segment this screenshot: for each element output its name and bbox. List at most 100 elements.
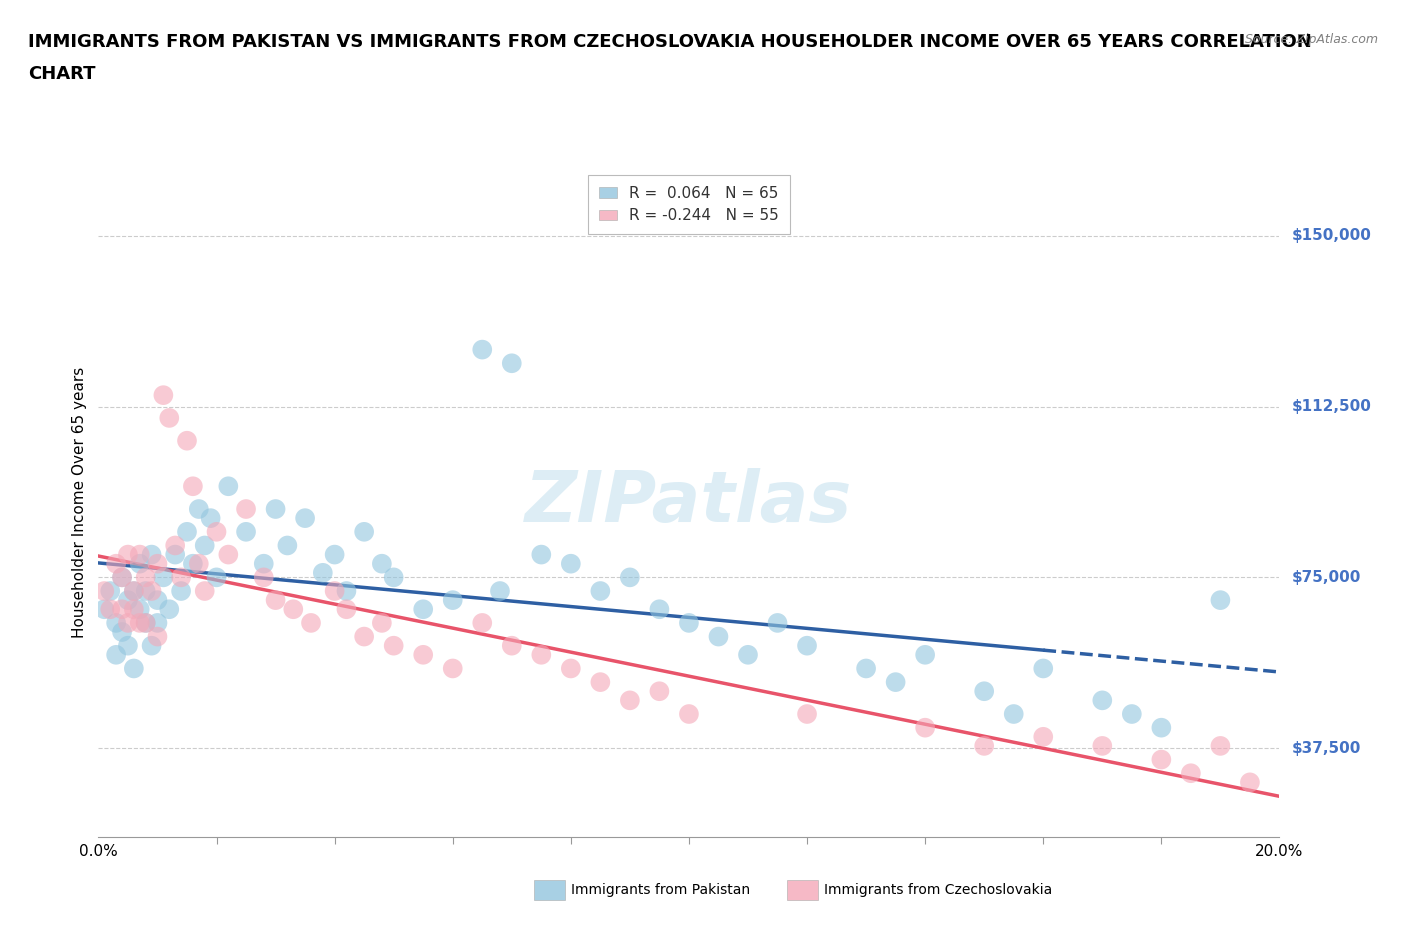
Point	[157, 410, 180, 425]
Point	[146, 629, 169, 644]
Y-axis label: Householder Income Over 65 years: Householder Income Over 65 years	[72, 366, 87, 638]
Point	[205, 525, 228, 539]
Point	[489, 584, 512, 599]
Point	[560, 556, 582, 571]
Text: $112,500: $112,500	[1291, 399, 1371, 414]
Text: ZIPatlas: ZIPatlas	[526, 468, 852, 537]
Point	[128, 616, 150, 631]
Point	[111, 602, 134, 617]
Point	[619, 570, 641, 585]
Point	[353, 525, 375, 539]
Point	[560, 661, 582, 676]
Point	[141, 584, 163, 599]
Point	[766, 616, 789, 631]
Point	[194, 584, 217, 599]
Point	[589, 674, 612, 689]
Point	[157, 602, 180, 617]
Point	[276, 538, 298, 553]
Point	[353, 629, 375, 644]
Point	[111, 570, 134, 585]
Point	[93, 584, 115, 599]
Text: CHART: CHART	[28, 65, 96, 83]
Point	[796, 638, 818, 653]
Point	[217, 479, 239, 494]
Point	[105, 647, 128, 662]
Point	[141, 638, 163, 653]
Point	[412, 647, 434, 662]
Point	[122, 602, 145, 617]
Legend: R =  0.064   N = 65, R = -0.244   N = 55: R = 0.064 N = 65, R = -0.244 N = 55	[588, 175, 790, 234]
Point	[973, 738, 995, 753]
Point	[128, 602, 150, 617]
Point	[914, 647, 936, 662]
Point	[117, 638, 139, 653]
Point	[111, 570, 134, 585]
Point	[141, 547, 163, 562]
Point	[235, 501, 257, 516]
Point	[294, 511, 316, 525]
Point	[335, 602, 357, 617]
Point	[619, 693, 641, 708]
Point	[98, 602, 121, 617]
Point	[135, 584, 157, 599]
Point	[176, 433, 198, 448]
Point	[146, 556, 169, 571]
Point	[973, 684, 995, 698]
Text: $150,000: $150,000	[1291, 228, 1371, 244]
Point	[382, 570, 405, 585]
Point	[884, 674, 907, 689]
Point	[217, 547, 239, 562]
Point	[170, 584, 193, 599]
Point	[181, 556, 204, 571]
Point	[312, 565, 335, 580]
Point	[165, 538, 187, 553]
Point	[914, 720, 936, 735]
Point	[264, 592, 287, 607]
Point	[200, 511, 222, 525]
Point	[1150, 720, 1173, 735]
Point	[170, 570, 193, 585]
Point	[1150, 752, 1173, 767]
Point	[737, 647, 759, 662]
Point	[1091, 738, 1114, 753]
Point	[146, 616, 169, 631]
Point	[648, 602, 671, 617]
Point	[253, 556, 276, 571]
Point	[441, 661, 464, 676]
Text: $75,000: $75,000	[1291, 570, 1361, 585]
Point	[1121, 707, 1143, 722]
Point	[441, 592, 464, 607]
Point	[530, 647, 553, 662]
Point	[796, 707, 818, 722]
Point	[128, 547, 150, 562]
Point	[678, 707, 700, 722]
Point	[165, 547, 187, 562]
Text: Source: ZipAtlas.com: Source: ZipAtlas.com	[1244, 33, 1378, 46]
Point	[135, 570, 157, 585]
Text: $37,500: $37,500	[1291, 740, 1361, 756]
Point	[707, 629, 730, 644]
Point	[152, 388, 174, 403]
Point	[122, 584, 145, 599]
Point	[323, 584, 346, 599]
Point	[283, 602, 305, 617]
Point	[235, 525, 257, 539]
Point	[299, 616, 322, 631]
Point	[117, 616, 139, 631]
Point	[111, 625, 134, 640]
Point	[117, 547, 139, 562]
Point	[135, 616, 157, 631]
Point	[122, 661, 145, 676]
Point	[122, 584, 145, 599]
Point	[264, 501, 287, 516]
Point	[648, 684, 671, 698]
Point	[105, 556, 128, 571]
Point	[1032, 729, 1054, 744]
Point	[98, 584, 121, 599]
Point	[371, 616, 394, 631]
Point	[253, 570, 276, 585]
Point	[93, 602, 115, 617]
Point	[187, 501, 209, 516]
Point	[323, 547, 346, 562]
Point	[855, 661, 877, 676]
